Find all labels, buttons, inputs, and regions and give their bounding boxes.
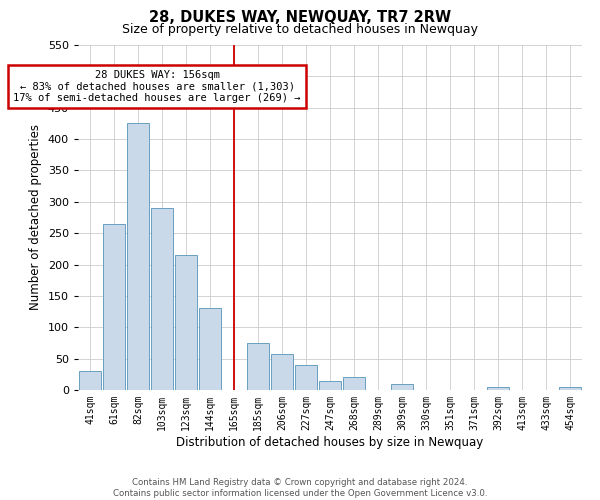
Text: Size of property relative to detached houses in Newquay: Size of property relative to detached ho… bbox=[122, 22, 478, 36]
Bar bbox=[343, 378, 365, 390]
Text: Contains HM Land Registry data © Crown copyright and database right 2024.
Contai: Contains HM Land Registry data © Crown c… bbox=[113, 478, 487, 498]
Bar bbox=[271, 354, 293, 390]
Text: 28, DUKES WAY, NEWQUAY, TR7 2RW: 28, DUKES WAY, NEWQUAY, TR7 2RW bbox=[149, 10, 451, 25]
Bar bbox=[487, 387, 509, 390]
Y-axis label: Number of detached properties: Number of detached properties bbox=[29, 124, 42, 310]
X-axis label: Distribution of detached houses by size in Newquay: Distribution of detached houses by size … bbox=[176, 436, 484, 448]
Bar bbox=[151, 208, 173, 390]
Bar bbox=[199, 308, 221, 390]
Bar bbox=[559, 387, 581, 390]
Bar bbox=[295, 365, 317, 390]
Bar bbox=[103, 224, 125, 390]
Bar bbox=[127, 124, 149, 390]
Bar bbox=[79, 371, 101, 390]
Text: 28 DUKES WAY: 156sqm
← 83% of detached houses are smaller (1,303)
17% of semi-de: 28 DUKES WAY: 156sqm ← 83% of detached h… bbox=[13, 70, 301, 103]
Bar bbox=[175, 255, 197, 390]
Bar bbox=[247, 343, 269, 390]
Bar bbox=[319, 380, 341, 390]
Bar bbox=[391, 384, 413, 390]
